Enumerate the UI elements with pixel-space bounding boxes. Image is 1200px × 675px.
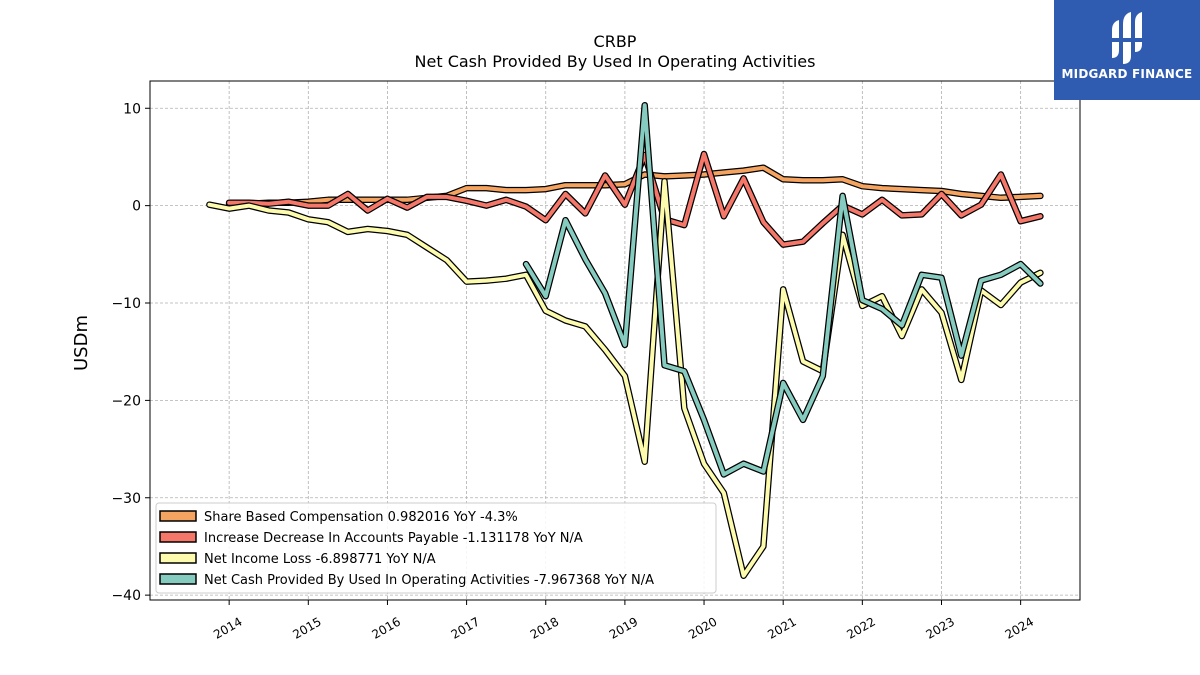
x-tick-label: 2021 <box>765 614 798 641</box>
x-tick-label: 2023 <box>924 614 957 641</box>
series-lines <box>206 102 1044 579</box>
brand-logo: MIDGARD FINANCE <box>1054 0 1200 100</box>
series-line <box>524 103 1043 477</box>
y-axis-label: USDm <box>71 315 92 371</box>
x-axis: 2014 2015 2016 2017 2018 2019 2020 2021 2022 2023… <box>211 600 1036 642</box>
legend-swatch <box>159 573 197 585</box>
x-tick-label: 2014 <box>211 614 244 641</box>
y-tick-label: −40 <box>111 588 141 604</box>
y-tick-label: 0 <box>132 199 141 215</box>
chart-subtitle: Net Cash Provided By Used In Operating A… <box>415 52 816 71</box>
brand-name: MIDGARD FINANCE <box>1061 67 1193 81</box>
y-tick-label: −30 <box>111 491 141 507</box>
legend-swatch <box>159 531 197 543</box>
series-line <box>227 152 1043 247</box>
legend-swatch <box>159 510 197 522</box>
x-tick-label: 2018 <box>528 614 561 641</box>
y-tick-label: 10 <box>123 101 141 117</box>
x-tick-label: 2019 <box>607 614 640 641</box>
legend-label: Net Income Loss -6.898771 YoY N/A <box>204 552 436 567</box>
series-line <box>207 179 1043 578</box>
chart-title: CRBP <box>594 32 637 51</box>
legend-swatch <box>159 552 197 564</box>
plot-frame <box>149 80 1081 601</box>
y-tick-label: −20 <box>111 393 141 409</box>
x-tick-label: 2022 <box>844 614 877 641</box>
legend-box <box>155 502 717 594</box>
legend-label: Increase Decrease In Accounts Payable -1… <box>204 531 583 546</box>
x-tick-label: 2017 <box>449 614 482 641</box>
x-tick-label: 2016 <box>369 614 402 641</box>
legend-label: Share Based Compensation 0.982016 YoY -4… <box>204 510 518 525</box>
x-tick-label: 2020 <box>686 614 719 641</box>
y-axis: 10 0 −10 −20 −30 −40 <box>111 101 150 604</box>
y-tick-label: −10 <box>111 296 141 312</box>
x-tick-label: 2015 <box>290 614 323 641</box>
legend: Share Based Compensation 0.982016 YoY -4… <box>155 502 717 594</box>
midgard-logo-icon <box>1110 12 1144 64</box>
x-tick-label: 2024 <box>1003 614 1036 641</box>
legend-label: Net Cash Provided By Used In Operating A… <box>204 573 654 588</box>
